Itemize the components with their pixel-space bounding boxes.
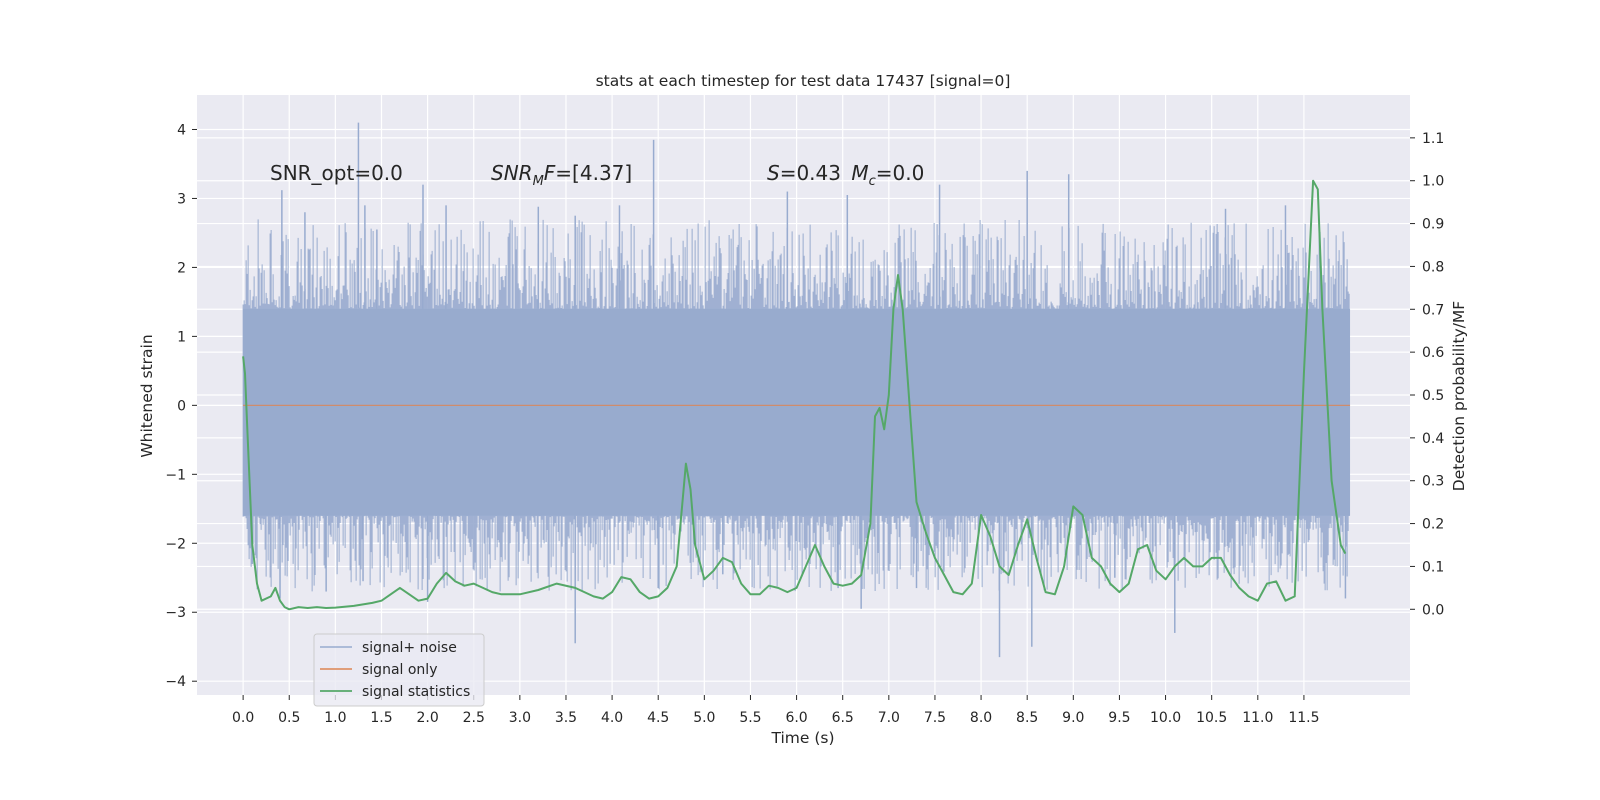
ticks: 0.0 0.5 1.0 1.5 2.0 2.5 3.0 3.5 4.0 4.5 5.0 5.5 6.0 6… (165, 122, 1444, 726)
x-tick-label: 2.5 (463, 710, 485, 726)
x-tick-label: 0.5 (278, 710, 300, 726)
y-tick-label-right: 0.1 (1422, 559, 1444, 575)
legend-label-signal-noise: signal+ noise (362, 640, 457, 656)
series-signal-statistics (242, 179, 1347, 611)
y-tick-label-right: 0.5 (1422, 388, 1444, 404)
y-tick-label-left: −1 (165, 467, 186, 483)
x-tick-label: 4.0 (601, 710, 623, 726)
x-tick-label: 10.5 (1196, 710, 1227, 726)
x-tick-label: 4.5 (647, 710, 669, 726)
x-tick-label: 6.5 (832, 710, 854, 726)
x-tick-label: 5.5 (739, 710, 761, 726)
x-tick-label: 1.5 (370, 710, 392, 726)
y-tick-label-left: −3 (165, 605, 186, 621)
y-tick-label-right: 1.1 (1422, 131, 1444, 147)
x-tick-label: 3.0 (509, 710, 531, 726)
legend-box (313, 633, 485, 707)
annotation-s-mc: S=0.43 Mc=0.0 (767, 161, 924, 189)
x-tick-label: 5.0 (693, 710, 715, 726)
annotation-snr-mf: SNRMF=[4.37] (491, 161, 632, 189)
chart-title: stats at each timestep for test data 174… (596, 72, 1011, 90)
x-tick-label: 0.0 (232, 710, 254, 726)
x-tick-label: 6.0 (785, 710, 807, 726)
y-tick-label-left: 1 (177, 329, 186, 345)
x-tick-label: 9.5 (1108, 710, 1130, 726)
x-tick-label: 11.5 (1288, 710, 1319, 726)
x-tick-label: 9.0 (1062, 710, 1084, 726)
x-tick-label: 7.5 (924, 710, 946, 726)
series-layer (242, 122, 1351, 658)
y-tick-label-left: −4 (165, 674, 186, 690)
y-tick-label-left: 0 (177, 398, 186, 414)
legend: signal+ noise signal only signal statist… (313, 633, 485, 707)
x-tick-label: 2.0 (416, 710, 438, 726)
x-tick-label: 7.0 (878, 710, 900, 726)
y-tick-label-right: 0.7 (1422, 302, 1444, 318)
y-tick-label-left: 3 (177, 191, 186, 207)
legend-label-signal-only: signal only (362, 662, 437, 678)
x-tick-label: 11.0 (1242, 710, 1273, 726)
x-axis-label: Time (s) (770, 729, 834, 747)
y-tick-label-right: 0.8 (1422, 259, 1444, 275)
y-tick-label-right: 0.0 (1422, 602, 1444, 618)
x-tick-label: 8.5 (1016, 710, 1038, 726)
y-tick-label-right: 1.0 (1422, 174, 1444, 190)
annotation-snr-opt: SNR_opt=0.0 (270, 161, 403, 185)
y-tick-label-left: 2 (177, 260, 186, 276)
y-tick-label-left: 4 (177, 122, 186, 138)
y-tick-label-left: −2 (165, 536, 186, 552)
x-tick-label: 3.5 (555, 710, 577, 726)
legend-label-signal-statistics: signal statistics (362, 684, 470, 700)
y-tick-label-right: 0.3 (1422, 474, 1444, 490)
y-tick-label-right: 0.9 (1422, 217, 1444, 233)
y-tick-label-right: 0.6 (1422, 345, 1444, 361)
y-tick-label-right: 0.2 (1422, 517, 1444, 533)
x-tick-label: 10.0 (1150, 710, 1181, 726)
y-axis-label-left: Whitened strain (138, 334, 156, 457)
x-tick-label: 8.0 (970, 710, 992, 726)
y-tick-label-right: 0.4 (1422, 431, 1444, 447)
x-tick-label: 1.0 (324, 710, 346, 726)
y-axis-label-right: Detection probability/MF (1450, 301, 1468, 492)
series-signal-noise (242, 122, 1351, 658)
